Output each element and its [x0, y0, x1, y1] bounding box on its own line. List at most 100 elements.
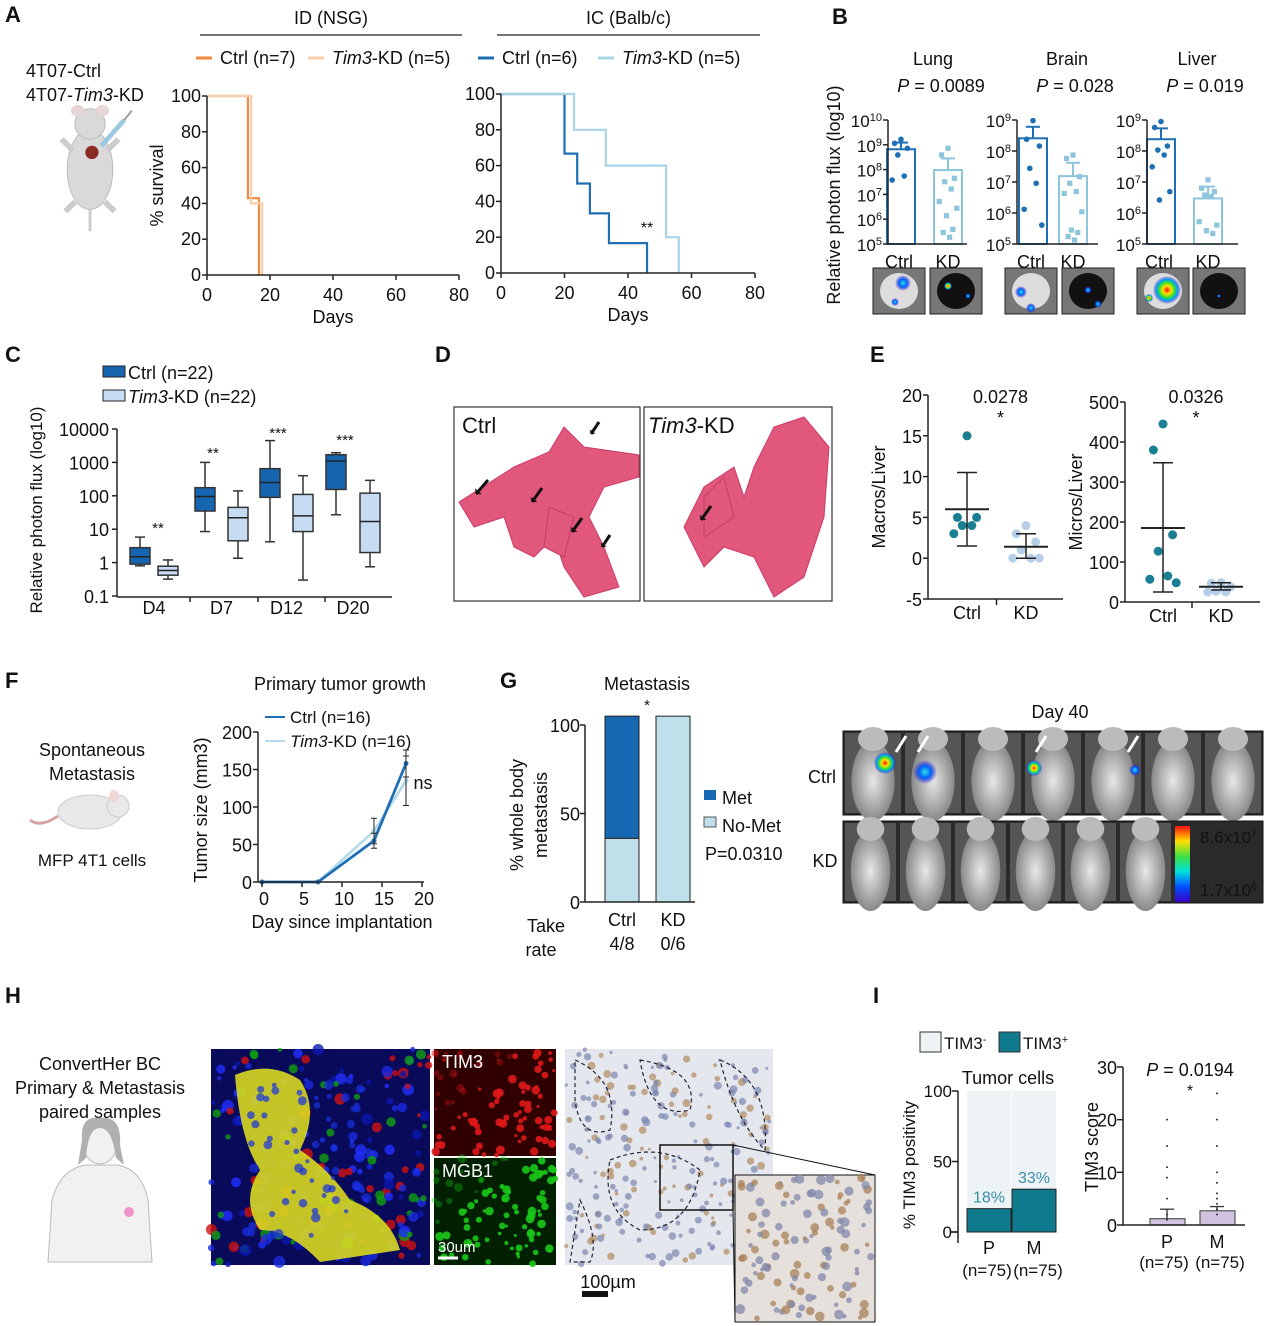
channel-label-tim3: TIM3 [442, 1052, 483, 1072]
cell [437, 1141, 446, 1150]
cell [642, 1118, 651, 1127]
cell [241, 1056, 249, 1065]
ivis-mouse-strip-ctrl [842, 727, 1264, 821]
cell [537, 1093, 543, 1099]
cell [854, 1266, 859, 1272]
cell [458, 1169, 464, 1175]
cell [622, 1108, 630, 1116]
x-tick-label: 0 [259, 889, 269, 909]
significance-label: * [1187, 1083, 1193, 1100]
mouse-illustration [29, 790, 130, 830]
p-value: P = 0.028 [1036, 76, 1114, 96]
cell [600, 1171, 607, 1178]
y-axis-label: % survival [147, 144, 167, 226]
cell [655, 1211, 663, 1219]
cell [704, 1200, 709, 1206]
cell [679, 1198, 684, 1203]
arrow-icon [570, 517, 584, 533]
cell [534, 1084, 539, 1089]
x-tick-label: 0 [496, 283, 506, 303]
cell [773, 1278, 782, 1287]
panel-label: F [5, 668, 18, 693]
cell [375, 1190, 385, 1200]
text-segment: Ctrl (n=7) [220, 48, 296, 68]
cell [619, 1228, 626, 1235]
arrow-icon [474, 479, 490, 495]
cell [682, 1111, 688, 1118]
cell [587, 1139, 591, 1143]
mouse-ear [109, 790, 119, 802]
cell [431, 1049, 439, 1058]
cell [857, 1173, 866, 1183]
panel-label: I [873, 983, 879, 1008]
data-point [972, 512, 982, 522]
cell [781, 1231, 789, 1240]
cell [623, 1143, 631, 1152]
text-segment: 10 [857, 162, 876, 181]
cell [636, 1237, 642, 1243]
nucleus [311, 1140, 320, 1149]
cell [456, 1083, 465, 1092]
cell [596, 1223, 603, 1230]
category-label: KD [935, 252, 960, 272]
text-segment: 5 [1005, 236, 1011, 248]
organ-title: Brain [1046, 49, 1088, 69]
data-point [1196, 219, 1202, 225]
text-segment: -KD (n=5) [372, 48, 451, 68]
cell [541, 1125, 545, 1129]
cell [512, 1053, 518, 1060]
nucleus [256, 1093, 265, 1102]
cell [522, 1165, 530, 1174]
mouse-tail [29, 814, 59, 825]
cell [714, 1075, 721, 1082]
cell [398, 1252, 405, 1259]
mouse-limb [63, 199, 78, 214]
nucleus [349, 1142, 356, 1149]
cell [532, 1249, 539, 1256]
y-axis-label: Micros/Liver [1066, 453, 1086, 550]
cell [524, 1244, 528, 1248]
nucleus [246, 1111, 255, 1120]
survival-curve-1 [501, 92, 680, 273]
cell [803, 1209, 812, 1219]
cell [461, 1253, 469, 1261]
nucleus [267, 1230, 277, 1240]
cell [450, 1125, 456, 1131]
text-segment: P [897, 76, 909, 96]
nucleus [344, 1209, 349, 1214]
cell [526, 1229, 536, 1239]
text-segment: 10 [1116, 143, 1135, 162]
cell [578, 1178, 583, 1184]
cell [503, 1114, 510, 1121]
cell [475, 1142, 483, 1150]
cell [639, 1156, 644, 1161]
tumor-outline [639, 1059, 692, 1112]
nucleus [309, 1178, 315, 1184]
y-tick-label: 10 [1097, 1163, 1117, 1183]
data-point [949, 529, 959, 539]
text-segment: 6 [1005, 205, 1011, 217]
mouse-head-image [966, 817, 995, 841]
cell [339, 1068, 345, 1073]
y-tick-label: 109 [986, 112, 1011, 131]
category-label: Ctrl [885, 252, 913, 272]
cell [671, 1249, 680, 1257]
nucleus [249, 1163, 259, 1174]
cell [397, 1221, 404, 1228]
y-axis-label: Tumor size (mm3) [191, 737, 211, 882]
mouse-image [905, 831, 946, 911]
cell [740, 1286, 749, 1294]
cell [746, 1157, 755, 1165]
survival-curve-0 [501, 92, 649, 273]
text-segment: Ctrl (n=22) [128, 363, 214, 383]
cell [537, 1212, 542, 1217]
text-segment: 4T07- [26, 85, 73, 105]
chart-title: Metastasis [604, 674, 690, 694]
cell [742, 1118, 747, 1123]
text-segment: 6 [1251, 881, 1257, 893]
cell [498, 1222, 506, 1230]
cell [381, 1065, 393, 1078]
mouse-image [1015, 831, 1056, 911]
cell [354, 1151, 365, 1163]
data-point [1021, 521, 1031, 531]
